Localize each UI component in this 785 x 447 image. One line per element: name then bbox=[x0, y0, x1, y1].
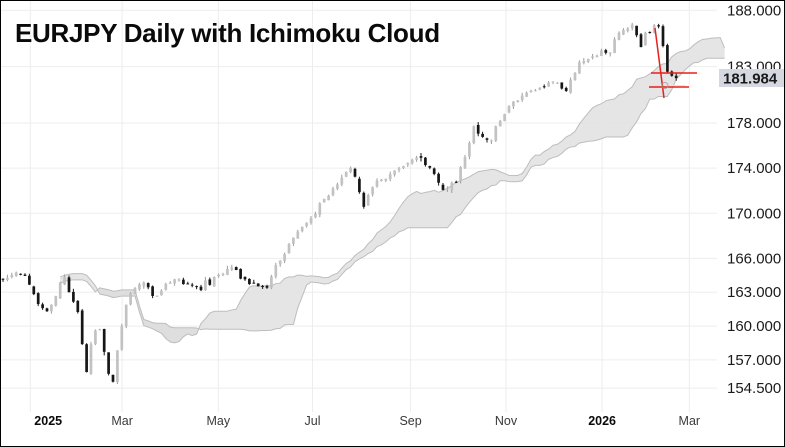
svg-text:174.000: 174.000 bbox=[727, 160, 781, 177]
svg-text:170.000: 170.000 bbox=[727, 205, 781, 222]
svg-text:163.000: 163.000 bbox=[727, 284, 781, 301]
svg-text:Mar: Mar bbox=[111, 414, 133, 428]
svg-text:178.000: 178.000 bbox=[727, 115, 781, 132]
svg-text:2025: 2025 bbox=[34, 414, 62, 428]
svg-text:Nov: Nov bbox=[495, 414, 518, 428]
svg-text:166.000: 166.000 bbox=[727, 250, 781, 267]
svg-text:2026: 2026 bbox=[588, 414, 616, 428]
svg-text:Jul: Jul bbox=[305, 414, 321, 428]
svg-text:154.500: 154.500 bbox=[727, 380, 781, 397]
svg-text:Sep: Sep bbox=[399, 414, 421, 428]
svg-text:157.000: 157.000 bbox=[727, 352, 781, 369]
svg-text:160.000: 160.000 bbox=[727, 318, 781, 335]
svg-text:Mar: Mar bbox=[679, 414, 701, 428]
svg-text:May: May bbox=[206, 414, 230, 428]
svg-text:188.000: 188.000 bbox=[727, 2, 781, 19]
